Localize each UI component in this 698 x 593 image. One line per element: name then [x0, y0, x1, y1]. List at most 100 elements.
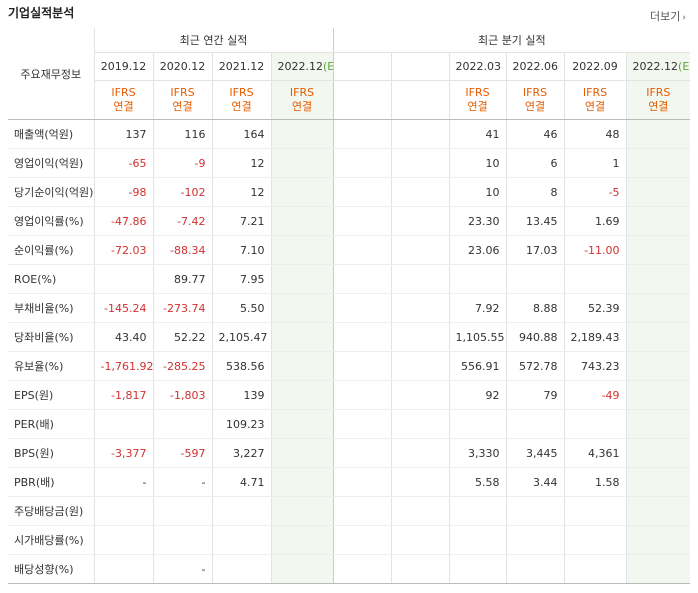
annual-value-cell: 139: [211, 380, 271, 410]
quarter-value-cell: 48: [563, 119, 627, 149]
quarter-value-cell: [505, 409, 565, 439]
quarter-value-cell: [390, 438, 450, 468]
quarter-value-cell: 79: [505, 380, 565, 410]
row-label: 영업이익률(%): [8, 206, 94, 236]
table-row: BPS(원) -3,377 -597 3,227 3,330 3,445 4,361: [8, 438, 691, 468]
quarter-value-cell: [390, 177, 450, 207]
annual-header: 최근 연간 실적: [93, 28, 334, 53]
quarter-value-cell: [505, 264, 565, 294]
quarter-value-cell: [448, 409, 507, 439]
annual-period-header: 2022.12(E): [270, 52, 334, 81]
annual-value-cell: [270, 322, 334, 352]
quarter-value-cell: [625, 148, 691, 178]
ifrs-label: IFRS: [170, 86, 195, 99]
annual-value-cell: [270, 264, 334, 294]
table-row: 부채비율(%) -145.24 -273.74 5.50 7.92 8.88 52.39: [8, 293, 691, 323]
quarter-value-cell: [332, 409, 392, 439]
annual-value-cell: -98: [93, 177, 153, 207]
annual-value-cell: -: [152, 554, 212, 584]
annual-value-cell: [270, 148, 334, 178]
quarter-value-cell: [390, 235, 450, 265]
row-label: 주당배당금(원): [8, 496, 94, 526]
quarter-value-cell: 13.45: [505, 206, 565, 236]
quarter-value-cell: 10: [448, 177, 507, 207]
ifrs-header: IFRS 연결: [625, 80, 691, 120]
quarter-period-header: 2022.06: [505, 52, 565, 81]
table-row: 당좌비율(%) 43.40 52.22 2,105.47 1,105.55 940.88 2…: [8, 322, 691, 352]
quarter-value-cell: [448, 554, 507, 584]
ifrs-header: IFRS 연결: [270, 80, 334, 120]
quarter-value-cell: 2,189.43: [563, 322, 627, 352]
row-label: EPS(원): [8, 380, 94, 410]
quarter-value-cell: [563, 264, 627, 294]
quarter-value-cell: [332, 351, 392, 381]
quarter-value-cell: [625, 525, 691, 555]
quarter-value-cell: [390, 380, 450, 410]
ifrs-header: IFRS 연결: [448, 80, 507, 120]
ifrs-label: IFRS: [646, 86, 671, 99]
consolidated-label: 연결: [467, 100, 488, 113]
annual-value-cell: 137: [93, 119, 153, 149]
quarter-value-cell: -5: [563, 177, 627, 207]
quarter-value-cell: [332, 525, 392, 555]
more-link[interactable]: 더보기 ›: [650, 8, 686, 24]
ifrs-header: [390, 80, 450, 120]
quarter-period-header: [390, 52, 450, 81]
annual-value-cell: [270, 119, 334, 149]
ifrs-header: IFRS 연결: [211, 80, 271, 120]
annual-value-cell: 5.50: [211, 293, 271, 323]
row-label: ROE(%): [8, 264, 94, 294]
quarter-value-cell: [563, 525, 627, 555]
annual-value-cell: [270, 177, 334, 207]
quarter-value-cell: [390, 206, 450, 236]
quarter-value-cell: -49: [563, 380, 627, 410]
quarter-period-header: 2022.12(E): [625, 52, 691, 81]
quarter-value-cell: [625, 322, 691, 352]
annual-value-cell: 164: [211, 119, 271, 149]
consolidated-label: 연결: [524, 100, 546, 113]
annual-value-cell: -9: [152, 148, 212, 178]
quarter-value-cell: [332, 119, 392, 149]
quarter-value-cell: [390, 322, 450, 352]
quarter-value-cell: [505, 525, 565, 555]
annual-value-cell: 52.22: [152, 322, 212, 352]
estimate-mark: (E): [323, 60, 333, 73]
row-label: 당좌비율(%): [8, 322, 94, 352]
annual-value-cell: -1,817: [93, 380, 153, 410]
quarter-value-cell: 23.30: [448, 206, 507, 236]
table-row: 주당배당금(원): [8, 496, 691, 526]
annual-value-cell: [270, 409, 334, 439]
annual-value-cell: -597: [152, 438, 212, 468]
more-label: 더보기: [650, 10, 681, 23]
table-row: 매출액(억원) 137 116 164 41 46 48: [8, 119, 691, 149]
row-label: 영업이익(억원): [8, 148, 94, 178]
quarter-value-cell: -11.00: [563, 235, 627, 265]
annual-value-cell: [270, 467, 334, 497]
quarter-value-cell: [390, 264, 450, 294]
ifrs-label: IFRS: [289, 86, 315, 99]
annual-value-cell: 7.21: [211, 206, 271, 236]
quarter-value-cell: 23.06: [448, 235, 507, 265]
row-label: 매출액(억원): [8, 119, 94, 149]
row-label: 부채비율(%): [8, 293, 94, 323]
financial-table: 주요재무정보 최근 연간 실적 최근 분기 실적 2019.12 2020.12 2…: [8, 28, 691, 584]
annual-value-cell: [270, 206, 334, 236]
annual-value-cell: -47.86: [93, 206, 153, 236]
row-label: 유보율(%): [8, 351, 94, 381]
quarter-value-cell: 41: [448, 119, 507, 149]
quarter-value-cell: [625, 496, 691, 526]
quarter-value-cell: 8.88: [505, 293, 565, 323]
ifrs-header: IFRS 연결: [563, 80, 627, 120]
annual-value-cell: [270, 525, 334, 555]
quarter-value-cell: [390, 148, 450, 178]
annual-value-cell: [270, 351, 334, 381]
ifrs-header: IFRS 연결: [505, 80, 565, 120]
annual-value-cell: -1,761.92: [93, 351, 153, 381]
annual-value-cell: -: [152, 467, 212, 497]
quarter-value-cell: [448, 525, 507, 555]
quarter-value-cell: [448, 264, 507, 294]
annual-value-cell: -273.74: [152, 293, 212, 323]
quarter-value-cell: [332, 496, 392, 526]
consolidated-label: 연결: [584, 100, 606, 113]
quarter-value-cell: [390, 496, 450, 526]
